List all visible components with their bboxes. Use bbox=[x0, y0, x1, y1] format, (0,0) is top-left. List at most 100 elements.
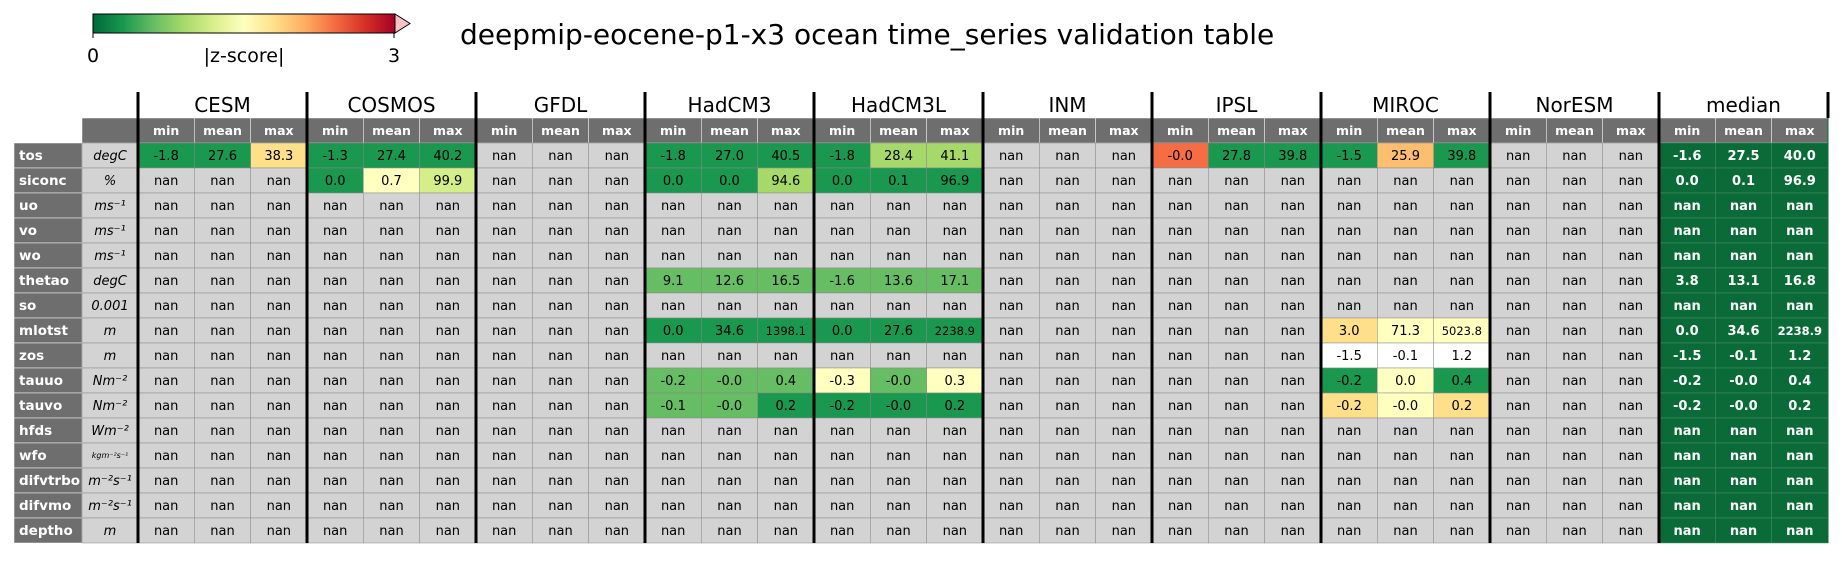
stat-header-label: mean bbox=[1555, 123, 1594, 138]
cell-value: nan bbox=[1786, 499, 1813, 514]
table-cell bbox=[757, 267, 815, 294]
cell-value: 28.4 bbox=[884, 149, 913, 164]
cell-value: nan bbox=[1393, 449, 1417, 464]
unit-cell bbox=[81, 267, 139, 294]
cell-value: nan bbox=[830, 524, 854, 539]
cell-value: nan bbox=[1168, 199, 1192, 214]
table-cell bbox=[419, 267, 477, 294]
unit-label: % bbox=[104, 174, 116, 189]
cell-value: nan bbox=[379, 374, 403, 389]
cell-value: nan bbox=[1450, 224, 1474, 239]
cell-value: nan bbox=[943, 349, 967, 364]
table-cell bbox=[1715, 392, 1772, 419]
table-cell bbox=[870, 217, 927, 244]
cell-value: 0.4 bbox=[1788, 374, 1811, 389]
cell-value: nan bbox=[1730, 424, 1757, 439]
cell-value: nan bbox=[323, 424, 347, 439]
cell-value: -0.3 bbox=[829, 374, 854, 389]
cell-value: nan bbox=[1674, 249, 1701, 264]
cell-value: 12.6 bbox=[715, 274, 744, 289]
cell-value: nan bbox=[999, 249, 1023, 264]
cell-value: nan bbox=[1450, 199, 1474, 214]
cell-value: nan bbox=[1337, 274, 1361, 289]
stat-header-cell bbox=[870, 117, 927, 144]
table-cell bbox=[1039, 267, 1096, 294]
table-cell bbox=[1264, 417, 1322, 444]
stat-header-label: max bbox=[264, 123, 294, 138]
table-cell bbox=[870, 517, 927, 544]
cell-value: nan bbox=[323, 449, 347, 464]
cell-value: nan bbox=[323, 249, 347, 264]
cell-value: 16.5 bbox=[771, 274, 800, 289]
table-cell bbox=[813, 517, 871, 544]
table-cell bbox=[1658, 292, 1716, 319]
stat-header-cell bbox=[1095, 117, 1153, 144]
unit-label: ms⁻¹ bbox=[94, 249, 126, 264]
cell-value: 99.9 bbox=[433, 174, 462, 189]
table-cell bbox=[982, 292, 1040, 319]
table-cell bbox=[1715, 142, 1772, 169]
cell-value: nan bbox=[154, 499, 178, 514]
stat-header-cell bbox=[306, 117, 364, 144]
cell-value: nan bbox=[1619, 199, 1643, 214]
table-cell bbox=[250, 192, 308, 219]
table-cell bbox=[1658, 342, 1716, 369]
cell-value: nan bbox=[1281, 374, 1305, 389]
table-cell bbox=[813, 217, 871, 244]
cell-value: -1.5 bbox=[1336, 349, 1361, 364]
table-cell bbox=[982, 267, 1040, 294]
table-cell bbox=[1095, 442, 1153, 469]
cell-value: nan bbox=[154, 274, 178, 289]
table-cell bbox=[644, 317, 702, 344]
cell-value: nan bbox=[661, 449, 685, 464]
cell-value: nan bbox=[1055, 399, 1079, 414]
cell-value: nan bbox=[1281, 474, 1305, 489]
model-header: GFDL bbox=[534, 93, 588, 117]
cell-value: nan bbox=[267, 174, 291, 189]
table-cell bbox=[1433, 142, 1491, 169]
table-cell bbox=[588, 267, 646, 294]
cell-value: nan bbox=[1337, 249, 1361, 264]
cell-value: nan bbox=[1730, 299, 1757, 314]
cell-value: nan bbox=[1506, 299, 1530, 314]
table-cell bbox=[982, 467, 1040, 494]
cell-value: nan bbox=[1224, 199, 1248, 214]
table-cell bbox=[306, 242, 364, 269]
table-cell bbox=[250, 292, 308, 319]
table-cell bbox=[532, 167, 589, 194]
cell-value: nan bbox=[1224, 324, 1248, 339]
table-cell bbox=[1602, 342, 1660, 369]
cell-value: nan bbox=[1450, 249, 1474, 264]
stat-header-label: min bbox=[1505, 123, 1531, 138]
cell-value: nan bbox=[999, 424, 1023, 439]
table-cell bbox=[982, 242, 1040, 269]
cell-value: nan bbox=[1224, 449, 1248, 464]
cell-value: nan bbox=[436, 224, 460, 239]
table-cell bbox=[363, 217, 420, 244]
cell-value: nan bbox=[1506, 324, 1530, 339]
cell-value: 27.4 bbox=[377, 149, 406, 164]
stat-header-label: mean bbox=[1386, 123, 1425, 138]
cell-value: nan bbox=[548, 199, 572, 214]
table-cell bbox=[363, 417, 420, 444]
table-cell bbox=[1546, 317, 1603, 344]
cell-value: nan bbox=[999, 299, 1023, 314]
table-cell bbox=[926, 242, 984, 269]
cell-value: -0.2 bbox=[829, 399, 854, 414]
table-cell bbox=[926, 417, 984, 444]
table-cell bbox=[419, 242, 477, 269]
table-cell bbox=[644, 217, 702, 244]
cell-value: 27.6 bbox=[208, 149, 237, 164]
cell-value: nan bbox=[210, 324, 234, 339]
table-cell bbox=[588, 242, 646, 269]
cell-value: -0.2 bbox=[1336, 399, 1361, 414]
table-cell bbox=[1715, 367, 1772, 394]
colorbar-label: |z-score| bbox=[204, 45, 285, 67]
table-cell bbox=[982, 142, 1040, 169]
cell-value: 0.0 bbox=[663, 174, 684, 189]
table-cell bbox=[419, 342, 477, 369]
table-cell bbox=[1715, 517, 1772, 544]
cell-value: -0.2 bbox=[1673, 399, 1701, 414]
cell-value: nan bbox=[661, 424, 685, 439]
table-cell bbox=[813, 242, 871, 269]
